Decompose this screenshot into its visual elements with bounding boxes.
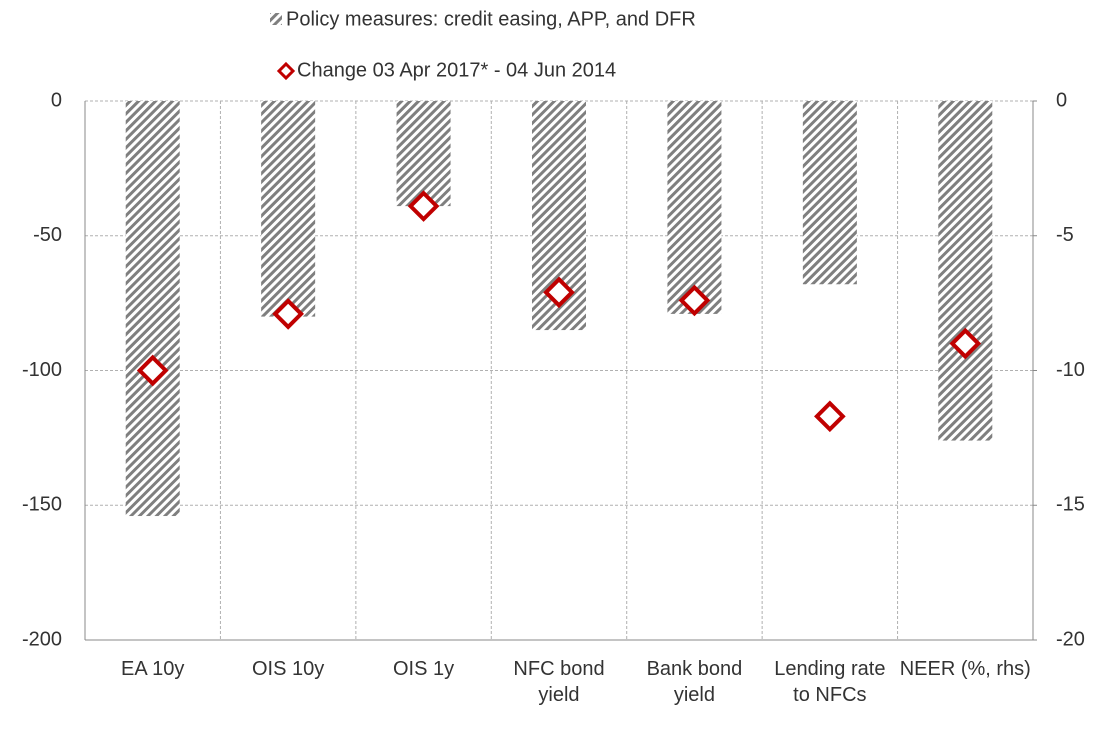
legend-label: Change 03 Apr 2017* - 04 Jun 2014 [297,59,616,81]
x-tick-label: OIS 1y [392,658,455,680]
x-tick-label: NEER (%, rhs) [899,658,1031,680]
bar [802,101,857,285]
x-tick-label: EA 10y [121,658,185,680]
bar [261,101,316,317]
bar [125,101,180,517]
y2-tick-label: 0 [1056,89,1067,111]
y-tick-label: -100 [22,359,62,381]
y-tick-label: -50 [33,224,62,246]
diamond-marker [136,354,169,387]
diamond-marker [678,284,711,317]
y-tick-label: -200 [22,628,62,650]
x-tick-label: NFC bond yield [513,658,605,706]
legend-label: Policy measures: credit easing, APP, and… [286,8,696,30]
y-tick-label: -150 [22,494,62,516]
bar [667,101,722,314]
diamond-marker [949,327,982,360]
bar [938,101,993,441]
x-tick-label: Bank bond yield [646,658,743,706]
diamond-marker [407,190,440,222]
diamond-marker [814,400,846,433]
y2-tick-label: -10 [1056,359,1085,381]
y2-tick-label: -20 [1056,628,1085,650]
bar [396,101,451,207]
diamond-marker [272,298,304,330]
y-tick-label: 0 [51,89,62,111]
legend-swatch [276,61,296,81]
y2-tick-label: -15 [1056,494,1085,516]
x-tick-label: OIS 10y [252,658,325,680]
y2-tick-label: -5 [1056,224,1074,246]
legend-swatch [270,13,282,25]
diamond-marker [543,276,575,309]
x-tick-label: Lending rate to NFCs [774,658,886,706]
